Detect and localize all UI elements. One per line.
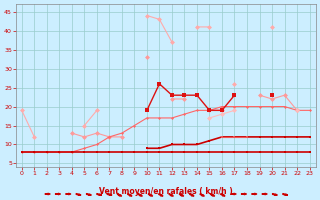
X-axis label: Vent moyen/en rafales ( km/h ): Vent moyen/en rafales ( km/h ) (99, 187, 233, 196)
